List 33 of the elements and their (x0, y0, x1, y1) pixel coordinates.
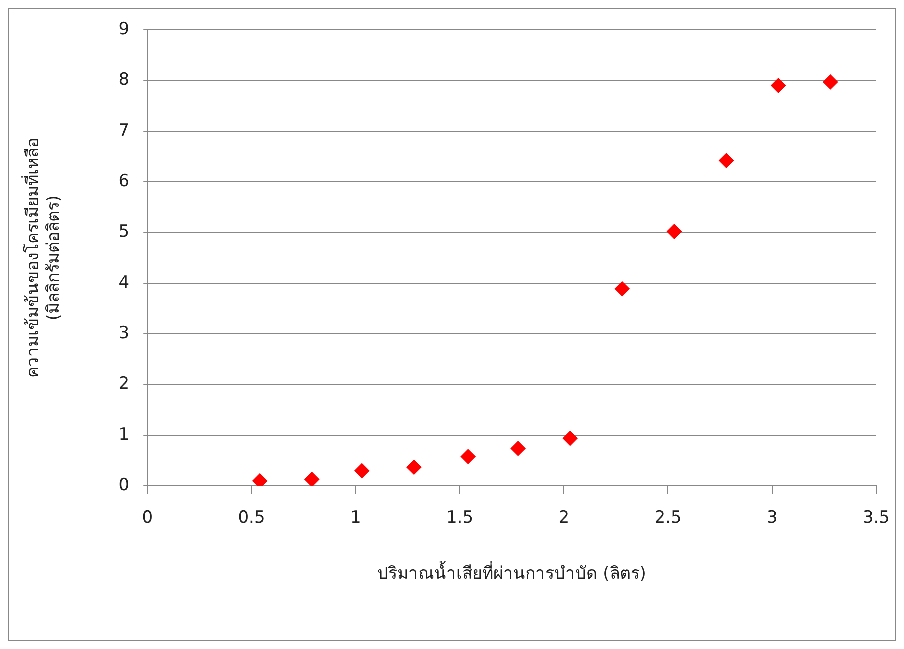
y-tick-label: 0 (118, 476, 130, 496)
x-tick-label: 1 (350, 508, 362, 528)
y-tick-label: 6 (118, 171, 130, 192)
y-tick-label: 8 (118, 70, 130, 90)
x-tick-label: 3.5 (862, 508, 890, 528)
point (510, 441, 526, 456)
y-tick-label: 7 (118, 120, 130, 141)
point (460, 449, 476, 464)
x-tick-label: 0.5 (238, 508, 266, 528)
point (304, 472, 320, 486)
text: (มิลลิกรัมต่อลิตร) (44, 195, 64, 321)
point (666, 224, 682, 240)
point (823, 74, 838, 90)
text: ความเข้มข้นของโครเมียมที่เหลือ (24, 138, 44, 378)
y-tick-label: 2 (118, 374, 130, 394)
point (719, 153, 734, 168)
y-tick-label: 5 (118, 222, 130, 242)
x-tick-label: 3 (766, 508, 778, 528)
point (771, 78, 786, 94)
x-tick-label: 1.5 (446, 508, 474, 528)
x-tick-label: 2 (558, 508, 570, 528)
y-tick-label: 4 (118, 272, 130, 293)
point (406, 460, 422, 475)
point (252, 474, 268, 486)
x-tick-label: 2.5 (654, 508, 682, 528)
x-tick-label: 0 (142, 508, 154, 528)
y-tick-label: 9 (118, 19, 130, 40)
y-tick-label: 1 (118, 424, 130, 445)
y-tick-label: 3 (118, 324, 130, 344)
x-axis-title: ปริมาณน้ำเสียที่ผ่านการบำบัด (ลิตร) (378, 561, 646, 584)
point (354, 463, 370, 478)
point (562, 431, 578, 446)
point (614, 282, 630, 297)
